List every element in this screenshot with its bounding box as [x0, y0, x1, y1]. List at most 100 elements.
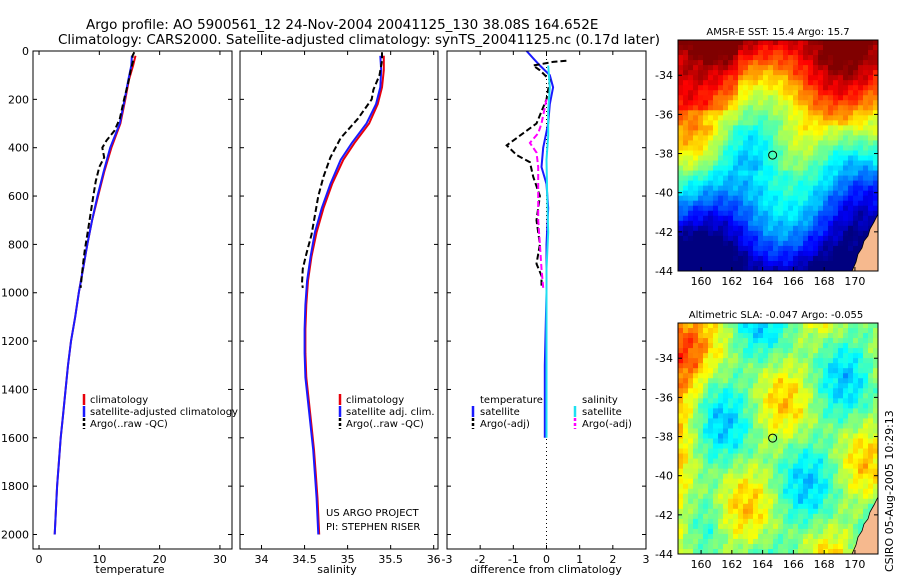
sst-map-cell	[753, 125, 759, 131]
sst-map-cell	[708, 195, 714, 202]
sst-map-cell	[813, 60, 819, 66]
sla-map-cell	[693, 363, 699, 369]
sla-map-cell	[723, 328, 729, 334]
sla-map-cell	[683, 443, 689, 450]
sla-map-cell	[683, 428, 689, 435]
sla-map-cell	[863, 383, 869, 389]
sla-map-cell	[803, 353, 809, 359]
sst-map-cell	[773, 245, 779, 252]
sst-map-cell	[723, 50, 729, 56]
sst-map-cell	[678, 45, 684, 51]
sla-map-cell	[718, 353, 724, 359]
sla-map-cell	[763, 408, 769, 414]
sst-map-cell	[733, 135, 739, 142]
sla-map-cell	[863, 368, 869, 374]
sst-map-cell	[788, 40, 794, 46]
sla-map-cell	[823, 488, 829, 495]
sst-map-cell	[813, 40, 819, 46]
sst-map-cell	[728, 220, 734, 227]
sst-map-cell	[818, 195, 824, 202]
sla-map-cell	[683, 368, 689, 374]
sst-map-cell	[733, 210, 739, 217]
sst-map-cell	[718, 130, 724, 137]
sst-map-cell	[823, 230, 829, 237]
sla-map-cell	[793, 373, 799, 379]
sla-map-cell	[833, 443, 839, 450]
figure-title-line-2: Climatology: CARS2000. Satellite-adjuste…	[58, 32, 661, 48]
sla-map-cell	[688, 438, 694, 445]
sla-map-cell	[788, 398, 794, 404]
sla-map-cell	[818, 508, 824, 515]
sla-map-cell	[863, 458, 869, 465]
sla-map-cell	[833, 403, 839, 409]
sla-map-cell	[863, 418, 869, 425]
sst-map-cell	[743, 200, 749, 207]
sst-map-cell	[733, 245, 739, 252]
sla-map-cell	[818, 383, 824, 389]
sst-map-cell	[808, 105, 814, 111]
sla-map-cell	[768, 548, 774, 554]
sla-map-cell	[748, 428, 754, 435]
sst-map-cell	[778, 75, 784, 81]
sst-map-cell	[693, 205, 699, 212]
sla-map-cell	[793, 353, 799, 359]
sla-map-cell	[813, 503, 819, 510]
sla-map-cell	[798, 513, 804, 520]
sst-map-cell	[683, 95, 689, 101]
sst-map-cell	[693, 80, 699, 86]
sla-map-cell	[683, 393, 689, 399]
sst-map-cell	[698, 60, 704, 66]
sst-map-cell	[858, 180, 864, 187]
sst-map-cell	[858, 210, 864, 217]
sla-map-cell	[743, 528, 749, 535]
sla-map-cell	[778, 453, 784, 460]
sla-map-cell	[818, 403, 824, 409]
sst-map-cell	[838, 135, 844, 142]
sst-map-cell	[728, 65, 734, 71]
sla-map-cell	[728, 338, 734, 344]
sla-map-cell	[808, 523, 814, 530]
sst-map-cell	[773, 55, 779, 61]
sst-map-cell	[808, 130, 814, 137]
sla-map-cell	[858, 468, 864, 475]
sla-map-cell	[863, 428, 869, 435]
sst-map-cell	[818, 120, 824, 126]
sla-map-cell	[773, 463, 779, 470]
sst-map-cell	[678, 140, 684, 147]
sst-map-cell	[708, 245, 714, 252]
sla-map-cell	[703, 483, 709, 490]
sla-map-cell	[698, 493, 704, 500]
sla-map-cell	[793, 398, 799, 404]
sst-map-cell	[748, 240, 754, 247]
sla-map-cell	[813, 328, 819, 334]
sla-map-cell	[748, 348, 754, 354]
sst-map-cell	[808, 50, 814, 56]
sla-map-cell	[833, 513, 839, 520]
sst-map-cell	[728, 80, 734, 86]
sst-map-cell	[793, 75, 799, 81]
sla-map-cell	[848, 368, 854, 374]
sst-map-cell	[828, 110, 834, 116]
sla-map-cell	[773, 373, 779, 379]
sst-map-cell	[678, 210, 684, 217]
sst-map-cell	[703, 75, 709, 81]
sla-map-cell	[868, 383, 874, 389]
sst-map-cell	[868, 110, 874, 116]
sla-map-cell	[678, 438, 684, 445]
sst-map-cell	[853, 180, 859, 187]
sla-map-cell	[693, 393, 699, 399]
sst-map-ytick-label: -36	[655, 108, 673, 121]
sst-map-cell	[693, 180, 699, 187]
sla-map-cell	[693, 353, 699, 359]
sst-map-cell	[823, 140, 829, 147]
sst-map-cell	[683, 75, 689, 81]
sla-map-cell	[683, 463, 689, 470]
sla-map-cell	[678, 538, 684, 545]
sst-map-cell	[853, 70, 859, 76]
sst-map-cell	[768, 250, 774, 257]
sla-map-cell	[773, 408, 779, 414]
sst-map-cell	[793, 170, 799, 177]
sla-map-cell	[713, 523, 719, 530]
sla-map-cell	[733, 463, 739, 470]
sla-map-cell	[873, 448, 878, 455]
